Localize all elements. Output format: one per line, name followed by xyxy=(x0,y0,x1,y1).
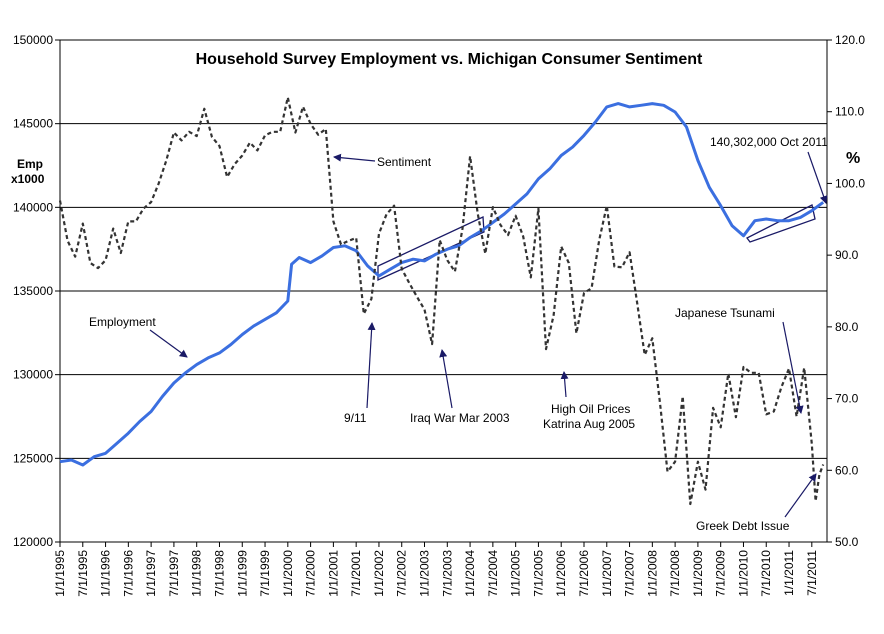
x-tick-label: 7/1/2009 xyxy=(714,550,728,597)
annotation-employment-arrow xyxy=(149,329,188,358)
annotation-nine-eleven-arrow xyxy=(366,322,376,409)
x-tick-label: 7/1/1997 xyxy=(167,550,181,597)
x-tick-label: 1/1/2003 xyxy=(418,550,432,597)
annotation-tsunami-arrow xyxy=(782,321,804,414)
annotation-oil-arrow xyxy=(560,371,569,398)
gridlines xyxy=(60,123,827,459)
annotation-sentiment: Sentiment xyxy=(377,155,432,169)
annotation-tsunami: Japanese Tsunami xyxy=(675,306,775,320)
x-tick-label: 7/1/2000 xyxy=(304,550,318,597)
annotation-latest-arrow xyxy=(807,151,828,204)
x-tick-label: 1/1/2002 xyxy=(372,550,386,597)
x-tick-label: 1/1/2008 xyxy=(645,550,659,597)
annotation-iraq-arrow xyxy=(439,349,453,409)
annotation-oil-line2: Katrina Aug 2005 xyxy=(543,417,635,431)
annotation-greek-arrow xyxy=(784,473,817,518)
x-tick-label: 1/1/1998 xyxy=(190,550,204,597)
annotations: Sentiment Employment 9/11 Iraq War Mar 2… xyxy=(89,135,828,533)
x-tick-label: 7/1/2008 xyxy=(668,550,682,597)
left-axis-ticks: 150000 145000 140000 135000 130000 125000 1200… xyxy=(13,33,60,549)
x-tick-label: 7/1/2001 xyxy=(349,550,363,597)
x-tick-label: 1/1/1995 xyxy=(53,550,67,597)
annotation-sentiment-arrow xyxy=(333,153,376,162)
x-tick-label: 7/1/1999 xyxy=(258,550,272,597)
annotation-iraq: Iraq War Mar 2003 xyxy=(410,411,510,425)
right-tick-label: 120.0 xyxy=(835,33,865,47)
x-tick-label: 1/1/2001 xyxy=(326,550,340,597)
x-tick-label: 7/1/2003 xyxy=(440,550,454,597)
x-tick-label: 1/1/1999 xyxy=(235,550,249,597)
x-tick-label: 7/1/1995 xyxy=(76,550,90,597)
left-tick-label: 125000 xyxy=(13,451,53,465)
x-tick-label: 1/1/2010 xyxy=(736,550,750,597)
x-tick-label: 7/1/2006 xyxy=(577,550,591,597)
annotation-greek: Greek Debt Issue xyxy=(696,519,790,533)
right-tick-label: 60.0 xyxy=(835,463,859,477)
x-tick-label: 1/1/2006 xyxy=(554,550,568,597)
left-tick-label: 120000 xyxy=(13,535,53,549)
left-axis-title-line2: x1000 xyxy=(11,172,45,186)
right-axis-ticks: 120.0 110.0 100.0 90.0 80.0 70.0 60.0 50.0 xyxy=(827,33,865,549)
annotation-employment: Employment xyxy=(89,315,156,329)
x-axis-ticks: 1/1/1995 7/1/1995 1/1/1996 7/1/1996 1/1/1997… xyxy=(53,542,819,597)
series-line-employment xyxy=(59,102,825,467)
right-tick-label: 90.0 xyxy=(835,248,859,262)
x-tick-label: 1/1/2009 xyxy=(691,550,705,597)
left-tick-label: 145000 xyxy=(13,117,53,131)
x-tick-label: 7/1/2011 xyxy=(805,550,819,596)
chart-title: Household Survey Employment vs. Michigan… xyxy=(196,51,703,68)
x-tick-label: 7/1/2004 xyxy=(486,550,500,597)
annotation-latest-value: 140,302,000 Oct 2011 xyxy=(710,135,828,149)
trend-channel-2010-2011 xyxy=(746,204,816,243)
x-tick-label: 1/1/2007 xyxy=(600,550,614,597)
annotation-oil-line1: High Oil Prices xyxy=(551,402,630,416)
left-axis-title-line1: Emp xyxy=(17,157,43,171)
x-tick-label: 7/1/2007 xyxy=(623,550,637,597)
x-tick-label: 1/1/2005 xyxy=(509,550,523,597)
left-tick-label: 140000 xyxy=(13,200,53,214)
x-tick-label: 1/1/2000 xyxy=(281,550,295,597)
right-axis-title: % xyxy=(846,150,860,167)
left-tick-label: 135000 xyxy=(13,284,53,298)
left-tick-label: 150000 xyxy=(13,33,53,47)
x-tick-label: 1/1/1996 xyxy=(99,550,113,597)
x-tick-label: 7/1/1998 xyxy=(212,550,226,597)
x-tick-label: 1/1/2004 xyxy=(463,550,477,597)
right-tick-label: 70.0 xyxy=(835,392,859,406)
annotation-nine-eleven: 9/11 xyxy=(344,411,367,425)
series-line-sentiment xyxy=(58,96,825,506)
x-tick-label: 7/1/2010 xyxy=(759,550,773,597)
right-tick-label: 80.0 xyxy=(835,320,859,334)
x-tick-label: 1/1/1997 xyxy=(144,550,158,597)
x-tick-label: 7/1/1996 xyxy=(121,550,135,597)
x-tick-label: 7/1/2002 xyxy=(395,550,409,597)
right-tick-label: 110.0 xyxy=(835,105,864,119)
right-tick-label: 100.0 xyxy=(835,176,865,190)
x-tick-label: 7/1/2005 xyxy=(531,550,545,597)
right-tick-label: 50.0 xyxy=(835,535,859,549)
left-tick-label: 130000 xyxy=(13,368,53,382)
x-tick-label: 1/1/2011 xyxy=(782,550,796,596)
series-layer xyxy=(58,96,825,506)
